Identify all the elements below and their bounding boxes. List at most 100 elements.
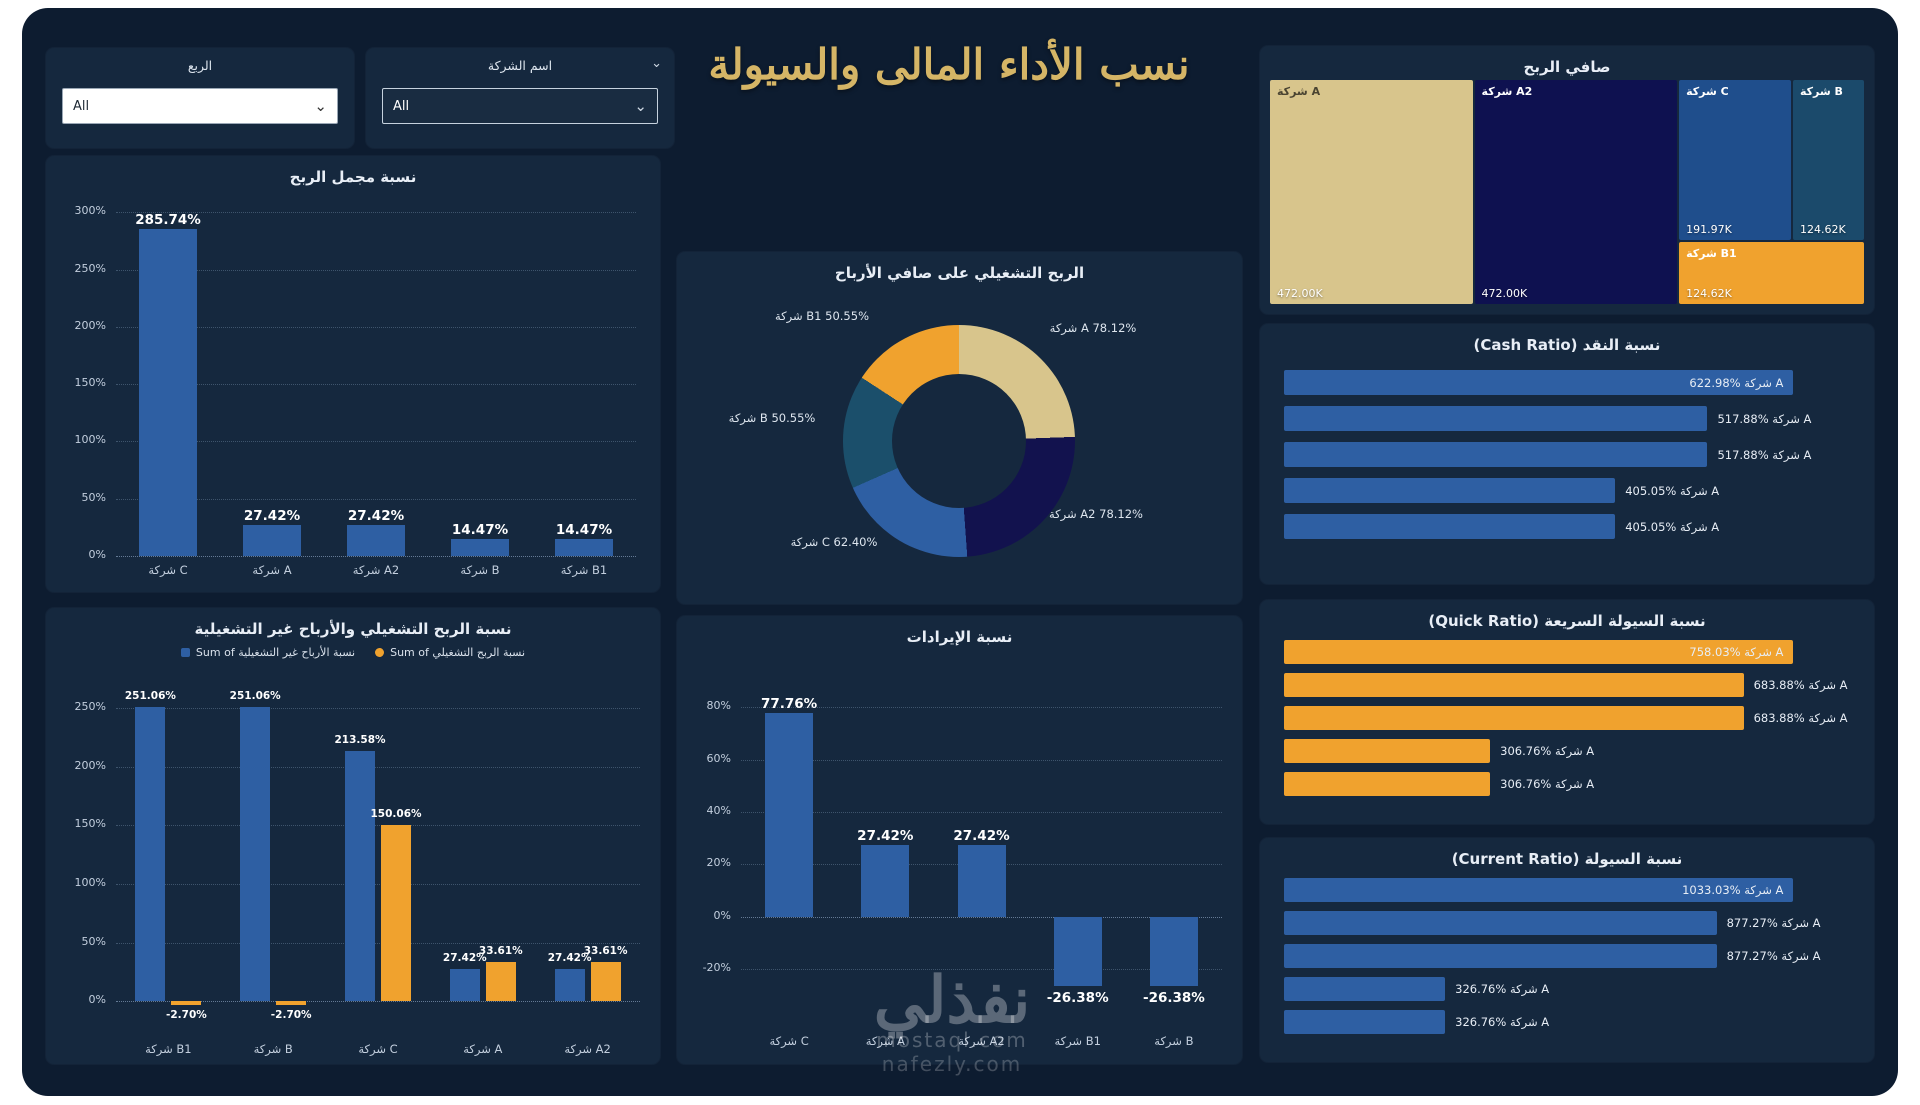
dashboard: الربع All ⌄ ⌄ اسم الشركة All ⌄ نسب الأدا… — [22, 8, 1898, 1096]
bar-label: 517.88% شركة A — [1717, 447, 1812, 462]
bar-شركة B[interactable] — [276, 1001, 307, 1005]
x-axis-category-label: شركة B1 — [560, 563, 608, 577]
quarter-select[interactable]: All ⌄ — [62, 88, 338, 124]
bar-شركة A[interactable] — [861, 844, 910, 917]
bar-label: 1033.03% شركة A — [1682, 883, 1784, 897]
bar-شركة B1[interactable] — [171, 1001, 202, 1005]
bar-label: 306.76% شركة A — [1500, 777, 1595, 791]
bar[interactable] — [1284, 514, 1616, 539]
bar-value-label: 27.42% — [347, 507, 405, 524]
operating-nonoperating-chart-card: نسبة الربح التشغيلي والأرباح غير التشغيل… — [46, 608, 660, 1064]
bar-شركة A2[interactable] — [347, 524, 405, 556]
legend-item-non-operating[interactable]: Sum of نسبة الأرباح غير التشغيلية — [180, 646, 355, 659]
bar[interactable] — [1284, 739, 1491, 763]
bar-label: 405.05% شركة A — [1625, 519, 1720, 534]
gridline — [116, 498, 636, 500]
donut-label-company-a2: شركة A2 78.12% — [1049, 507, 1143, 521]
bar[interactable] — [1284, 673, 1744, 697]
company-select-value: All — [393, 98, 410, 114]
gridline — [116, 212, 636, 214]
treemap-block-company-c[interactable]: شركة C 191.97K — [1679, 80, 1791, 241]
bar[interactable] — [1284, 370, 1794, 395]
bar-شركة C[interactable] — [345, 750, 375, 1002]
x-axis-category-label: شركة B — [1154, 1034, 1194, 1048]
quarter-slicer: الربع All ⌄ — [46, 48, 354, 148]
treemap-right-section: شركة C 191.97K شركة B 124.62K شركة B1 12… — [1679, 80, 1864, 304]
bar[interactable] — [1284, 406, 1708, 431]
company-select[interactable]: All ⌄ — [382, 88, 658, 124]
bar-شركة B[interactable] — [1149, 916, 1198, 986]
bar-row: 683.88% شركة A — [1284, 706, 1850, 730]
bar-شركة A2[interactable] — [554, 969, 585, 1002]
net-profit-treemap-card: صافي الربح شركة A 472.00K شركة A2 472.00… — [1260, 46, 1874, 314]
treemap-block-value: 472.00K — [1481, 287, 1528, 300]
revenue-ratio-chart-card: نسبة الإيرادات -20% 0% 20% 40% 60% 80% شركة C 7… — [677, 616, 1242, 1064]
bar-شركة A[interactable] — [449, 969, 480, 1002]
bar[interactable] — [1284, 478, 1616, 503]
treemap-block-company-b[interactable]: شركة B 124.62K — [1792, 80, 1864, 241]
bar-row: 405.05% شركة A — [1284, 514, 1850, 539]
y-axis-tick-label: 0% — [88, 548, 106, 561]
bar[interactable] — [1284, 706, 1744, 730]
bar[interactable] — [1284, 911, 1717, 935]
bar-row: 306.76% شركة A — [1284, 772, 1850, 796]
bar-شركة A[interactable] — [485, 961, 516, 1002]
dashboard-title: نسب الأداء المالى والسيولة — [708, 40, 1190, 89]
bar[interactable] — [1284, 640, 1794, 664]
bar[interactable] — [1284, 977, 1446, 1001]
y-axis-tick-label: 0% — [713, 908, 731, 922]
bar[interactable] — [1284, 878, 1794, 902]
bar-شركة B1[interactable] — [555, 539, 613, 556]
bar-row: 306.76% شركة A — [1284, 739, 1850, 763]
donut-label-company-c: شركة C 62.40% — [790, 535, 878, 549]
bar-شركة B[interactable] — [451, 539, 509, 556]
y-axis-tick-label: 100% — [74, 433, 106, 447]
donut-label-company-a: شركة A 78.12% — [1049, 321, 1137, 335]
cash-ratio-bars: 622.98% شركة A 517.88% شركة A 517.88% شركة… — [1284, 370, 1850, 550]
legend-item-operating[interactable]: Sum of نسبة الربح التشغيلي — [375, 646, 525, 659]
bar-شركة A2[interactable] — [957, 844, 1006, 917]
clustered-chart-plot: 0% 50% 100% 150% 200% 250% شركة B1 251.06% -2.70… — [75, 682, 640, 1056]
quarter-select-value: All — [73, 98, 90, 114]
treemap-block-company-a2[interactable]: شركة A2 472.00K — [1474, 80, 1678, 304]
operating-profit-donut-card: الربح التشغيلي على صافي الأرباح شركة A 7… — [677, 252, 1242, 604]
bar-row: 683.88% شركة A — [1284, 673, 1850, 697]
bar[interactable] — [1284, 944, 1717, 968]
bar[interactable] — [1284, 1010, 1446, 1034]
x-axis-category-label: شركة B — [460, 563, 500, 577]
bar-شركة A2[interactable] — [590, 961, 621, 1002]
bar-شركة A[interactable] — [243, 524, 301, 556]
treemap-block-company-b1[interactable]: شركة B1 124.62K — [1679, 242, 1864, 304]
donut-hole — [892, 374, 1026, 508]
bar[interactable] — [1284, 442, 1708, 467]
gridline — [741, 707, 1222, 709]
bar-value-label: 27.42% — [243, 507, 301, 524]
bar-شركة B[interactable] — [240, 706, 271, 1002]
chevron-down-icon[interactable]: ⌄ — [651, 56, 662, 71]
bar-شركة C[interactable] — [139, 228, 197, 556]
gross-profit-chart-plot: 0% 50% 100% 150% 200% 250% 300% شركة C 285.74% شر… — [75, 201, 636, 577]
bar-شركة C[interactable] — [765, 713, 814, 917]
quarter-slicer-label: الربع — [187, 58, 213, 73]
bar-value-label: 251.06% — [229, 689, 281, 702]
treemap-right-top: شركة C 191.97K شركة B 124.62K — [1679, 80, 1864, 241]
bar-شركة C[interactable] — [381, 825, 411, 1002]
x-axis-category-label: شركة A2 — [958, 1034, 1005, 1048]
bar-value-label: 33.61% — [478, 944, 523, 957]
bar-value-label: 251.06% — [124, 689, 176, 702]
y-axis-tick-label: -20% — [702, 960, 731, 974]
chart-title: نسبة مجمل الربح — [289, 168, 417, 186]
gridline — [116, 1001, 640, 1003]
bar[interactable] — [1284, 772, 1491, 796]
treemap-block-value: 191.97K — [1686, 223, 1732, 237]
treemap-block-company-a[interactable]: شركة A 472.00K — [1270, 80, 1473, 304]
bar-value-label: -2.70% — [270, 1008, 312, 1021]
bar-شركة B1[interactable] — [135, 706, 166, 1002]
treemap-block-value: 472.00K — [1277, 287, 1323, 300]
donut-chart[interactable] — [843, 325, 1075, 557]
legend: Sum of نسبة الأرباح غير التشغيلية Sum of… — [46, 646, 660, 659]
bar-شركة B1[interactable] — [1053, 916, 1102, 986]
y-axis-tick-label: 150% — [74, 376, 106, 390]
cash-ratio-chart-card: نسبة النقد (Cash Ratio) 622.98% شركة A 51… — [1260, 324, 1874, 584]
bar-row: 877.27% شركة A — [1284, 944, 1850, 968]
